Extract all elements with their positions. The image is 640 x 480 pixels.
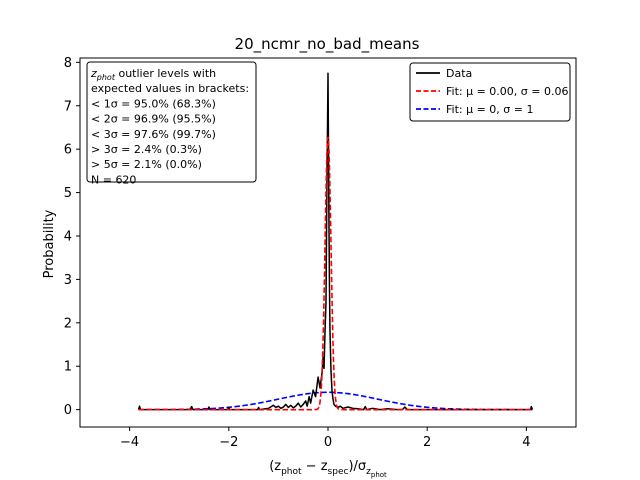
y-tick-label: 0: [64, 403, 72, 418]
y-tick-label: 4: [64, 229, 72, 244]
x-tick-label: −2: [219, 435, 238, 450]
x-tick-label: 2: [423, 435, 431, 450]
axes: −4 −2 0 2 4 0 1 2 3 4 5 6 7 8: [64, 56, 577, 450]
annotation-line: < 3σ = 97.6% (99.7%): [91, 128, 216, 141]
y-tick-label: 1: [64, 360, 72, 375]
y-tick-label: 5: [64, 186, 72, 201]
legend-entry: Data: [446, 67, 472, 80]
legend-entry: Fit: μ = 0.00, σ = 0.06: [446, 85, 568, 98]
annotation-box-frame: [86, 61, 257, 183]
y-tick-label: 2: [64, 316, 72, 331]
legend-entry: Fit: μ = 0, σ = 1: [446, 103, 533, 116]
annotation-line: > 3σ = 2.4% (0.3%): [91, 143, 202, 156]
annotation-line: < 1σ = 95.0% (68.3%): [91, 97, 216, 110]
plot-area: [137, 72, 534, 411]
annotation-line: expected values in brackets:: [91, 82, 249, 95]
x-tick-label: 0: [324, 435, 332, 450]
y-axis-label: Probability: [42, 209, 57, 278]
x-axis-label: (zphot − zspec)/σzphot: [269, 459, 387, 479]
annotation-line: zphot outlier levels with: [90, 67, 216, 82]
annotation-line: N = 620: [91, 173, 136, 186]
x-tick-label: 4: [522, 435, 530, 450]
y-tick-label: 7: [64, 99, 72, 114]
chart-title: 20_ncmr_no_bad_means: [235, 35, 420, 54]
annotation-line: > 5σ = 2.1% (0.0%): [91, 158, 202, 171]
x-tick-label: −4: [120, 435, 139, 450]
annotation-line: < 2σ = 96.9% (95.5%): [91, 113, 216, 126]
y-tick-label: 8: [64, 56, 72, 71]
annotation-box: zphot outlier levels with expected value…: [86, 61, 257, 186]
y-tick-label: 6: [64, 143, 72, 158]
y-tick-label: 3: [64, 273, 72, 288]
x-axis-label-text: (zphot − zspec)/σzphot: [269, 459, 387, 479]
legend: Data Fit: μ = 0.00, σ = 0.06 Fit: μ = 0, σ…: [409, 62, 571, 122]
legend-frame: [409, 62, 571, 122]
series-line-fit-sigma-0.06: [138, 136, 533, 411]
